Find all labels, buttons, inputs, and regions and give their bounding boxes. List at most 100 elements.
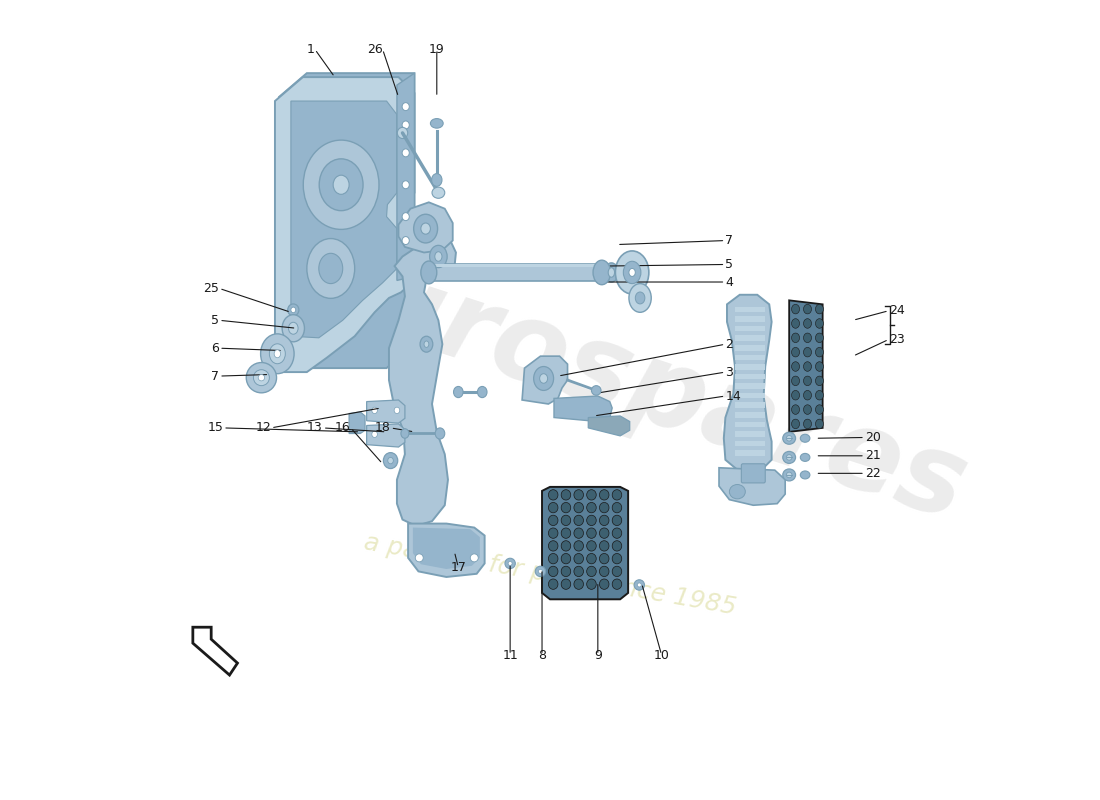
Ellipse shape — [416, 554, 424, 562]
Ellipse shape — [561, 554, 571, 564]
Ellipse shape — [432, 187, 444, 198]
Text: 6: 6 — [211, 342, 219, 354]
Ellipse shape — [613, 502, 621, 513]
Ellipse shape — [333, 175, 349, 194]
Ellipse shape — [424, 341, 429, 347]
Polygon shape — [735, 354, 766, 360]
Ellipse shape — [613, 566, 621, 577]
Polygon shape — [408, 523, 485, 577]
Ellipse shape — [574, 566, 583, 577]
Ellipse shape — [604, 263, 618, 282]
Ellipse shape — [549, 541, 558, 551]
Ellipse shape — [246, 362, 276, 393]
Ellipse shape — [613, 541, 621, 551]
Polygon shape — [290, 101, 397, 338]
Polygon shape — [588, 416, 629, 436]
Polygon shape — [735, 306, 766, 312]
Ellipse shape — [613, 528, 621, 538]
Ellipse shape — [477, 386, 487, 398]
Ellipse shape — [384, 453, 398, 469]
Ellipse shape — [792, 362, 800, 371]
Ellipse shape — [815, 318, 824, 328]
Ellipse shape — [803, 419, 812, 429]
Ellipse shape — [600, 515, 609, 526]
Polygon shape — [789, 300, 823, 432]
Ellipse shape — [600, 490, 609, 500]
Ellipse shape — [561, 566, 571, 577]
Polygon shape — [366, 424, 405, 447]
Polygon shape — [735, 383, 766, 389]
Text: eurospares: eurospares — [279, 225, 980, 543]
Text: 15: 15 — [207, 422, 223, 434]
Text: 9: 9 — [594, 649, 602, 662]
Ellipse shape — [430, 118, 443, 128]
Ellipse shape — [549, 490, 558, 500]
Polygon shape — [735, 335, 766, 341]
Ellipse shape — [815, 405, 824, 414]
Ellipse shape — [613, 579, 621, 590]
Text: 25: 25 — [204, 282, 219, 295]
Text: 26: 26 — [366, 42, 383, 56]
Ellipse shape — [574, 515, 583, 526]
Ellipse shape — [586, 566, 596, 577]
FancyBboxPatch shape — [741, 464, 766, 483]
Ellipse shape — [403, 149, 409, 157]
Ellipse shape — [815, 419, 824, 429]
Ellipse shape — [561, 502, 571, 513]
Polygon shape — [275, 77, 415, 372]
Ellipse shape — [600, 541, 609, 551]
Ellipse shape — [403, 121, 409, 129]
Ellipse shape — [290, 307, 296, 313]
Polygon shape — [735, 326, 766, 331]
Polygon shape — [397, 73, 415, 281]
Text: 13: 13 — [307, 422, 322, 434]
Text: 22: 22 — [865, 467, 881, 480]
Ellipse shape — [613, 515, 621, 526]
Ellipse shape — [636, 292, 645, 304]
Polygon shape — [735, 345, 766, 350]
Text: a passion for parts since 1985: a passion for parts since 1985 — [362, 530, 738, 620]
Ellipse shape — [372, 431, 377, 438]
Text: 20: 20 — [865, 431, 881, 444]
Ellipse shape — [803, 390, 812, 400]
Ellipse shape — [420, 336, 432, 352]
Ellipse shape — [803, 362, 812, 371]
Text: 11: 11 — [503, 649, 518, 662]
Ellipse shape — [634, 580, 645, 590]
Ellipse shape — [792, 347, 800, 357]
Polygon shape — [735, 422, 766, 427]
Polygon shape — [522, 356, 568, 404]
Ellipse shape — [549, 502, 558, 513]
Ellipse shape — [786, 472, 792, 478]
Polygon shape — [724, 294, 771, 472]
Polygon shape — [412, 527, 480, 569]
Text: 2: 2 — [725, 338, 734, 350]
Polygon shape — [735, 441, 766, 446]
Ellipse shape — [574, 579, 583, 590]
Ellipse shape — [637, 583, 641, 587]
Polygon shape — [735, 402, 766, 408]
Ellipse shape — [534, 366, 553, 390]
Polygon shape — [735, 431, 766, 437]
Text: 18: 18 — [375, 422, 390, 434]
Polygon shape — [735, 374, 766, 379]
Text: 5: 5 — [211, 314, 219, 326]
Ellipse shape — [421, 223, 430, 234]
Ellipse shape — [801, 454, 810, 462]
Text: 23: 23 — [889, 333, 904, 346]
Text: 8: 8 — [538, 649, 546, 662]
Ellipse shape — [400, 429, 409, 438]
Ellipse shape — [592, 386, 601, 395]
Text: 21: 21 — [865, 450, 881, 462]
Ellipse shape — [319, 159, 363, 210]
Polygon shape — [366, 400, 405, 423]
Polygon shape — [719, 468, 785, 506]
Ellipse shape — [549, 528, 558, 538]
Ellipse shape — [624, 262, 641, 284]
Polygon shape — [542, 487, 628, 599]
Polygon shape — [389, 234, 455, 526]
Ellipse shape — [801, 434, 810, 442]
Ellipse shape — [436, 428, 444, 439]
Ellipse shape — [288, 304, 299, 316]
Ellipse shape — [815, 390, 824, 400]
